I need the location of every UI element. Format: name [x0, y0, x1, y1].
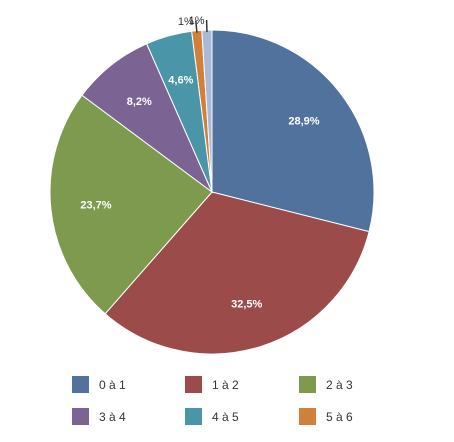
legend-item-1-2: 1 à 2 — [185, 376, 239, 393]
pie-slice — [211, 29, 375, 233]
pie-slice — [49, 94, 213, 315]
label-leader-lines — [195, 20, 208, 33]
legend-swatch — [185, 376, 202, 393]
legend-swatch — [72, 376, 89, 393]
legend-label: 1 à 2 — [212, 377, 239, 392]
leader-line — [195, 20, 198, 33]
legend-label: 2 à 3 — [326, 377, 353, 392]
data-label: 1% — [178, 16, 194, 28]
data-label: 8,2% — [127, 96, 152, 108]
pie-slices — [49, 29, 375, 355]
legend-swatch — [299, 376, 316, 393]
legend-item-2-3: 2 à 3 — [299, 376, 353, 393]
legend-swatch — [299, 408, 316, 425]
legend-item-4-5: 4 à 5 — [185, 408, 239, 425]
data-label: 23,7% — [80, 199, 111, 211]
legend-label: 0 à 1 — [99, 377, 126, 392]
legend-swatch — [185, 408, 202, 425]
data-label: 1% — [189, 15, 205, 27]
data-label: 28,9% — [288, 115, 319, 127]
data-labels: 28,9% 32,5% 23,7% 8,2% 4,6% 1%1% — [80, 15, 319, 310]
legend-label: 4 à 5 — [212, 409, 239, 424]
legend-swatch — [72, 408, 89, 425]
data-label: 4,6% — [168, 75, 193, 87]
pie-chart: 28,9% 32,5% 23,7% 8,2% 4,6% 1%1% — [49, 15, 375, 355]
legend-label: 5 à 6 — [326, 409, 353, 424]
legend-item-5-6: 5 à 6 — [299, 408, 353, 425]
legend-item-0-1: 0 à 1 — [72, 376, 126, 393]
legend: 0 à 1 1 à 2 2 à 3 3 à 4 4 à 5 5 à 6 — [72, 376, 402, 432]
legend-label: 3 à 4 — [99, 409, 126, 424]
data-label: 32,5% — [231, 298, 262, 310]
pie-slice — [104, 191, 370, 355]
legend-item-3-4: 3 à 4 — [72, 408, 126, 425]
